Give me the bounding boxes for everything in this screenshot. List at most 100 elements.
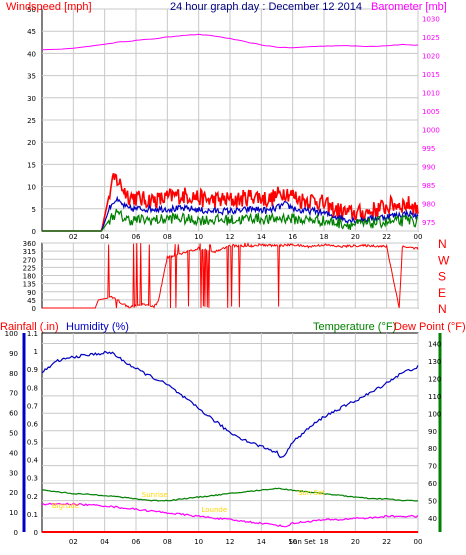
x-tick-bottom: 22 — [382, 538, 391, 546]
barometer-tick: 990 — [422, 163, 435, 171]
humidity-tick: 40 — [9, 449, 18, 457]
temperature-tick: 70 — [428, 463, 437, 471]
dewpoint-series-line — [41, 502, 419, 528]
dewpoint-axis-label: Dew Point (°F) — [394, 321, 466, 333]
rain-tick: 0.6 — [27, 420, 39, 428]
panel3-series — [41, 350, 419, 533]
temperature-tick: 140 — [428, 340, 441, 348]
rain-tick: 1 — [34, 348, 38, 356]
sun-annotation: Lounde — [201, 506, 227, 514]
panel2-grid — [42, 242, 419, 309]
temperature-tick: 90 — [428, 428, 437, 436]
humidity-tick: 80 — [9, 370, 18, 378]
barometer-axis-label: Barometer [mb] — [371, 1, 447, 13]
chart-title: 24 hour graph day : December 12 2014 — [170, 1, 362, 13]
temperature-axis-label: Temperature (°F) — [313, 321, 396, 333]
sun-annotation: Sunrise — [142, 491, 168, 499]
x-tick-bottom: 16 — [288, 538, 297, 546]
x-tick: 02 — [69, 233, 78, 241]
rain-tick: 0.9 — [27, 366, 38, 374]
x-tick-bottom: 06 — [132, 538, 141, 546]
temperature-tick: 40 — [428, 515, 437, 523]
compass-label: N — [438, 302, 447, 316]
x-tick: 20 — [351, 233, 360, 241]
direction-tick: 45 — [27, 297, 36, 305]
barometer-tick: 1030 — [422, 15, 440, 23]
barometer-tick: 975 — [422, 219, 435, 227]
windspeed-axis-label: Windspeed [mph] — [6, 1, 92, 13]
windspeed-tick: 40 — [27, 50, 36, 58]
barometer-tick: 995 — [422, 145, 435, 153]
sun-annotation: Sun Set — [298, 489, 325, 497]
baro-series-line — [41, 33, 419, 51]
x-tick: 04 — [100, 233, 109, 241]
rain-tick: 1.1 — [27, 330, 38, 338]
humidity-tick: 70 — [9, 390, 18, 398]
panel1-grid — [42, 8, 419, 232]
x-tick-bottom: 10 — [194, 538, 203, 546]
windspeed-tick: 30 — [27, 95, 36, 103]
compass-label: E — [438, 286, 446, 300]
direction-tick: 180 — [23, 273, 36, 281]
x-tick-bottom: 02 — [69, 538, 78, 546]
windspeed-tick: 45 — [27, 28, 36, 36]
temperature-tick: 60 — [428, 480, 437, 488]
rain-tick: 0.5 — [27, 439, 38, 447]
rain-tick: 0.4 — [27, 457, 39, 465]
barometer-tick: 985 — [422, 182, 435, 190]
temperature-tick: 130 — [428, 358, 441, 366]
panel2-series — [42, 241, 419, 309]
direction-tick: 225 — [23, 264, 36, 272]
temperature-tick: 100 — [428, 410, 441, 418]
humidity-tick: 10 — [9, 509, 18, 517]
tick-labels: 0510152025303540455097598098599099510001… — [5, 6, 450, 546]
x-tick-bottom: 18 — [320, 538, 329, 546]
humidity-tick: 20 — [9, 489, 18, 497]
direction-tick: 270 — [23, 256, 36, 264]
x-tick: 08 — [163, 233, 172, 241]
direction-tick: 0 — [32, 305, 36, 313]
rain-tick: 0.3 — [27, 475, 38, 483]
x-tick-bottom: 04 — [100, 538, 109, 546]
panel3-grid — [22, 333, 442, 532]
temperature-tick: 80 — [428, 445, 437, 453]
x-tick: 16 — [288, 233, 297, 241]
humidity-tick: 100 — [5, 330, 18, 338]
barometer-tick: 1005 — [422, 108, 440, 116]
rain-tick: 0.2 — [27, 493, 38, 501]
x-tick-bottom: 08 — [163, 538, 172, 546]
x-tick-bottom: 14 — [257, 538, 266, 546]
rain-tick: 0.7 — [27, 402, 38, 410]
humidity-tick: 50 — [9, 430, 18, 438]
windspeed-tick: 5 — [32, 206, 36, 214]
direction-series-line — [42, 241, 419, 309]
barometer-tick: 1010 — [422, 89, 440, 97]
x-tick: 06 — [132, 233, 141, 241]
sun-annotation: Sun Set — [289, 538, 316, 546]
windspeed-tick: 25 — [27, 117, 36, 125]
direction-tick: 360 — [23, 240, 36, 248]
x-tick: 22 — [382, 233, 391, 241]
rainfall-axis-label: Rainfall (.in) — [0, 321, 59, 333]
x-tick: 18 — [320, 233, 329, 241]
humidity-tick: 60 — [9, 410, 18, 418]
temperature-tick: 110 — [428, 393, 441, 401]
barometer-tick: 980 — [422, 200, 435, 208]
x-tick: 10 — [194, 233, 203, 241]
x-tick-bottom: 00 — [414, 538, 423, 546]
humidity-tick: 90 — [9, 350, 18, 358]
humidity-tick: 0 — [14, 529, 18, 537]
windspeed-tick: 50 — [27, 6, 36, 14]
barometer-tick: 1015 — [422, 71, 440, 79]
windspeed-tick: 10 — [27, 184, 36, 192]
windspeed-tick: 20 — [27, 139, 36, 147]
barometer-tick: 1000 — [422, 126, 440, 134]
rain-tick: 0 — [34, 529, 38, 537]
speed-series-line — [42, 208, 419, 232]
gust-series-line — [42, 173, 419, 232]
x-tick: 00 — [414, 233, 423, 241]
sun-annotation: Bigrude — [52, 502, 79, 510]
temperature-tick: 50 — [428, 498, 437, 506]
direction-tick: 90 — [27, 289, 36, 297]
